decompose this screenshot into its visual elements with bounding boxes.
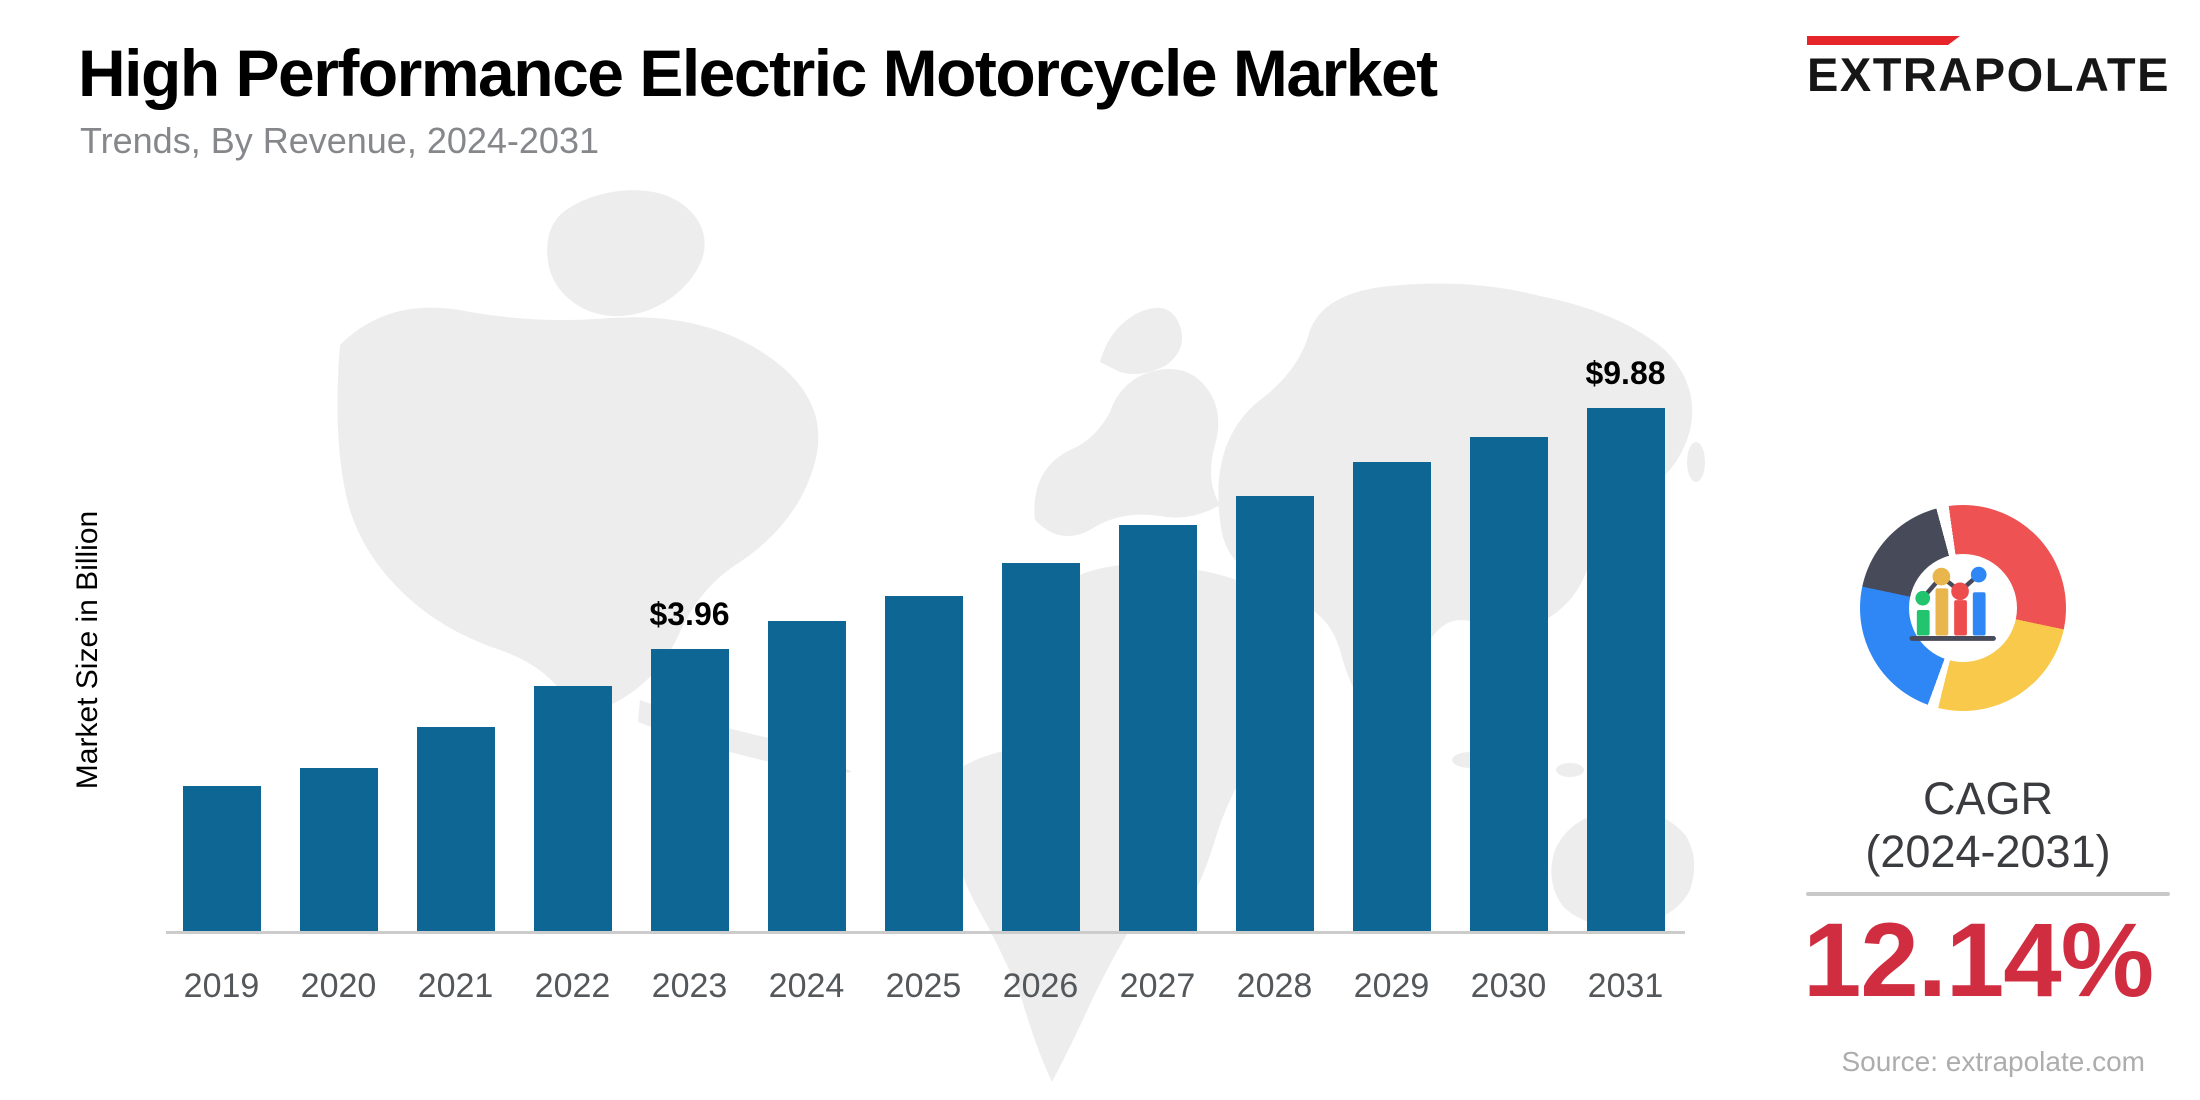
logo-red-bar-icon — [1807, 36, 1960, 45]
bar-2020 — [299, 768, 378, 931]
cagr-value: 12.14% — [1802, 902, 2154, 1019]
bar-slot-2027: 2027 — [1099, 371, 1216, 1005]
bar-value-label-2031: $9.88 — [1585, 355, 1666, 391]
bar-2019 — [182, 786, 261, 931]
bar-slot-2031: $9.88 2031 — [1567, 355, 1684, 1005]
cagr-period: (2024-2031) — [1865, 826, 2111, 878]
bar-value-label-2023: $3.96 — [649, 596, 730, 632]
bar-slot-2022: 2022 — [514, 371, 631, 1005]
x-axis-tick-label-2029: 2029 — [1353, 967, 1430, 1005]
page-title: High Performance Electric Motorcycle Mar… — [78, 36, 1438, 110]
bar-2026 — [1001, 563, 1080, 931]
bar-2028 — [1235, 496, 1314, 931]
bar-slot-2025: 2025 — [865, 371, 982, 1005]
x-axis-tick-label-2023: 2023 — [651, 967, 728, 1005]
source-text: Source: extrapolate.com — [1841, 1046, 2146, 1077]
x-axis-tick-label-2021: 2021 — [417, 967, 494, 1005]
bar-2022 — [533, 686, 612, 931]
bar-slot-2021: 2021 — [397, 371, 514, 1005]
bar-slot-2028: 2028 — [1216, 371, 1333, 1005]
bar-2027 — [1118, 525, 1197, 931]
x-axis-tick-label-2022: 2022 — [534, 967, 611, 1005]
bar-2030 — [1469, 437, 1548, 931]
y-axis-label: Market Size in Billion — [71, 510, 104, 790]
bar-2025 — [884, 596, 963, 931]
donut-chart-icon — [1860, 505, 2066, 711]
x-axis-line — [166, 931, 1685, 934]
bar-2029 — [1352, 462, 1431, 931]
extrapolate-logo: EXTRAPOLATE — [1807, 36, 2177, 98]
bar-slot-2030: 2030 — [1450, 371, 1567, 1005]
x-axis-tick-label-2031: 2031 — [1587, 967, 1664, 1005]
bar-slot-2019: 2019 — [163, 371, 280, 1005]
page-subtitle: Trends, By Revenue, 2024-2031 — [80, 120, 599, 161]
x-axis-tick-label-2019: 2019 — [183, 967, 260, 1005]
bar-2024 — [767, 621, 846, 931]
logo-text: EXTRAPOLATE — [1807, 48, 2170, 101]
cagr-label: CAGR — [1922, 773, 2053, 824]
cagr-divider — [1806, 892, 2170, 896]
bar-2023 — [650, 649, 729, 931]
x-axis-tick-label-2026: 2026 — [1002, 967, 1079, 1005]
bar-slot-2029: 2029 — [1333, 371, 1450, 1005]
bar-2021 — [416, 727, 495, 931]
bar-slot-2024: 2024 — [748, 371, 865, 1005]
x-axis-tick-label-2024: 2024 — [768, 967, 845, 1005]
donut-hole — [1909, 554, 2017, 662]
cagr-block: CAGR (2024-2031) — [1790, 772, 2186, 878]
bar-slot-2023: $3.96 2023 — [631, 371, 748, 1005]
bar-chart: 2019 2020 2021 2022 $3.96 2023 2024 2025 2026 202… — [163, 355, 1684, 1005]
x-axis-tick-label-2030: 2030 — [1470, 967, 1547, 1005]
x-axis-tick-label-2025: 2025 — [885, 967, 962, 1005]
bar-2031 — [1586, 408, 1665, 931]
x-axis-tick-label-2020: 2020 — [300, 967, 377, 1005]
mini-bar-line-chart-icon — [1909, 566, 1996, 641]
x-axis-tick-label-2028: 2028 — [1236, 967, 1313, 1005]
x-axis-tick-label-2027: 2027 — [1119, 967, 1196, 1005]
bar-slot-2026: 2026 — [982, 371, 1099, 1005]
bar-slot-2020: 2020 — [280, 371, 397, 1005]
